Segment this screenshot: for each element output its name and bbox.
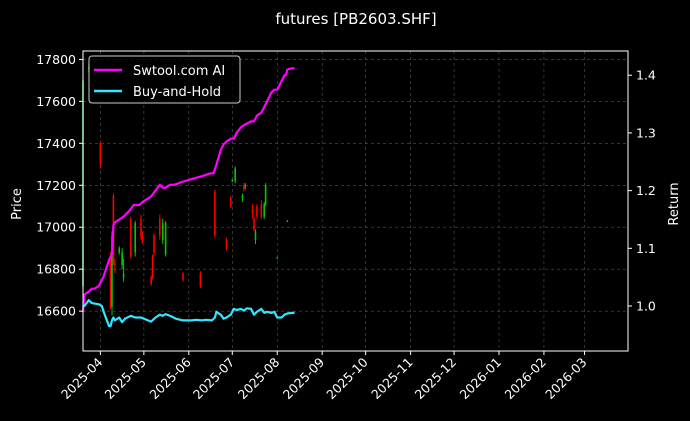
- y-right-tick-label: 1.3: [636, 125, 656, 140]
- legend-label-buy-and-hold: Buy-and-Hold: [133, 85, 221, 100]
- candle-body: [254, 231, 257, 240]
- candle-body: [111, 235, 113, 307]
- legend: Swtool.com AI Buy-and-Hold: [88, 55, 241, 104]
- candle-body: [251, 208, 254, 215]
- candle-body: [244, 185, 247, 187]
- candle-body: [114, 262, 116, 265]
- series-line-buy-and-hold: [83, 299, 295, 328]
- chart-title: futures [PB2603.SHF]: [275, 10, 436, 28]
- candle-body: [118, 248, 121, 253]
- candle-body: [286, 220, 289, 222]
- y-axis-left-label: Price: [10, 188, 25, 220]
- candle-body: [130, 218, 132, 257]
- y-left-tick-label: 17000: [36, 220, 76, 235]
- legend-box: [88, 55, 241, 104]
- series-lines: [81, 67, 295, 328]
- candle-body: [243, 185, 245, 190]
- candle-body: [182, 273, 184, 280]
- y-left-tick-label: 17800: [36, 52, 76, 67]
- candle-body: [230, 197, 232, 207]
- candle-body: [141, 235, 144, 242]
- candle-body: [231, 180, 234, 182]
- y-axis-right-label: Return: [667, 182, 682, 225]
- candle-body: [264, 185, 267, 205]
- candle-body: [134, 223, 136, 253]
- candle-body: [263, 204, 265, 217]
- candle-body: [151, 256, 154, 278]
- candle-body: [99, 143, 102, 165]
- y-left-tick-label: 17400: [36, 136, 76, 151]
- y-left-tick-label: 17200: [36, 178, 76, 193]
- candle-body: [122, 273, 125, 278]
- y-left-tick-label: 16800: [36, 262, 76, 277]
- candle-body: [276, 257, 279, 259]
- y-right-tick-label: 1.2: [636, 183, 656, 198]
- y-right-tick-label: 1.0: [636, 299, 656, 314]
- candle-body: [161, 223, 164, 240]
- candle-body: [121, 252, 123, 265]
- plot-frame: [82, 50, 629, 352]
- candle-body: [260, 204, 263, 217]
- candle-body: [214, 191, 216, 236]
- candle-body: [109, 256, 112, 307]
- y-left-tick-label: 17600: [36, 94, 76, 109]
- candle-body: [164, 223, 167, 255]
- candle-body: [241, 195, 244, 198]
- y-right-tick-label: 1.4: [636, 68, 656, 83]
- candle-body: [150, 277, 152, 284]
- y-left-tick-label: 16600: [36, 304, 76, 319]
- legend-label-ai: Swtool.com AI: [133, 64, 225, 79]
- candle-body: [153, 235, 155, 253]
- candle-body: [256, 206, 258, 217]
- y-right-tick-label: 1.1: [636, 241, 656, 256]
- series-line-ai: [81, 67, 295, 312]
- candle-body: [199, 273, 202, 286]
- candle-body: [225, 239, 228, 249]
- candle-body: [234, 168, 236, 182]
- candle-body: [159, 218, 161, 236]
- candle-body: [253, 218, 255, 230]
- candle-body: [140, 218, 142, 236]
